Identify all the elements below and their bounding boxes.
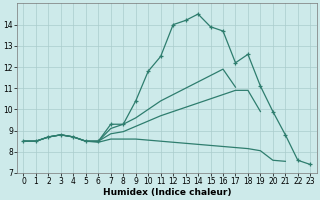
X-axis label: Humidex (Indice chaleur): Humidex (Indice chaleur) xyxy=(103,188,231,197)
